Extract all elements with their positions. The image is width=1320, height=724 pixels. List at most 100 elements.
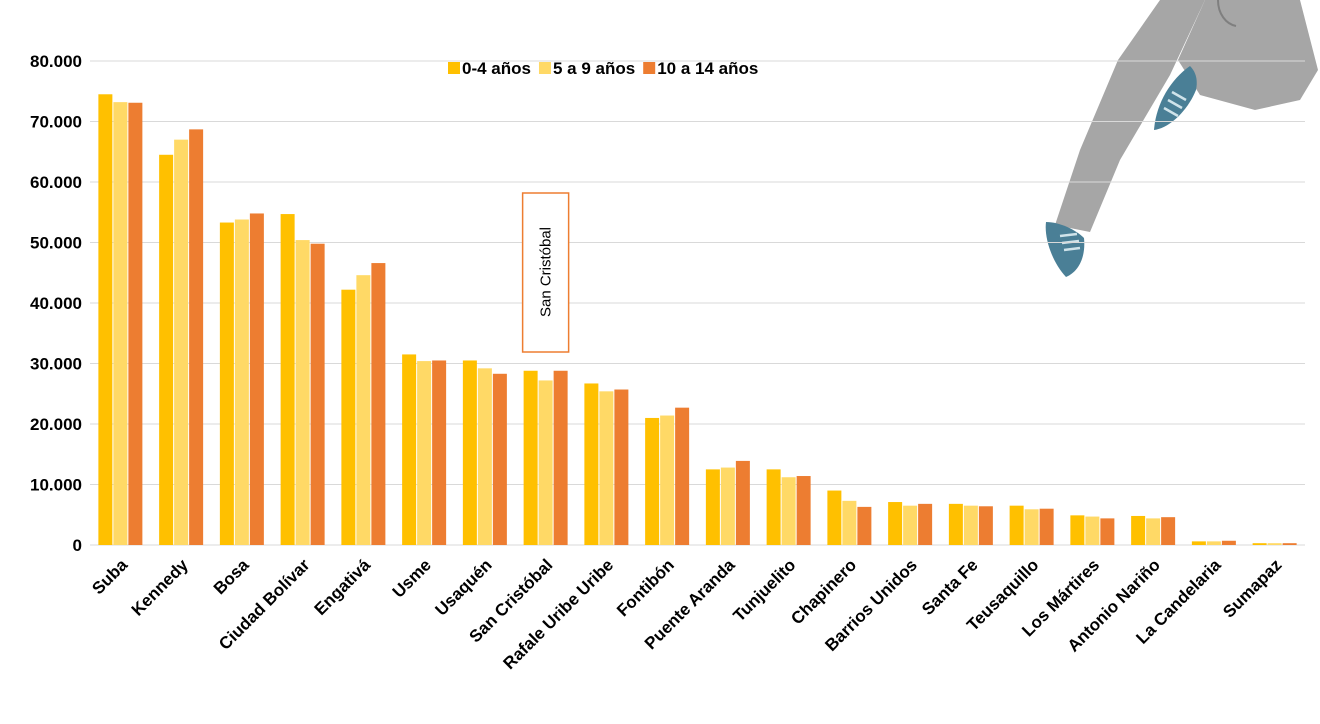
bar — [1085, 516, 1100, 545]
bar — [948, 503, 963, 545]
bar — [128, 102, 143, 546]
leg-front — [1178, 0, 1318, 110]
y-tick-label: 10.000 — [30, 476, 82, 495]
bar — [219, 222, 234, 545]
bar — [963, 505, 978, 545]
bar — [675, 407, 690, 545]
bar — [614, 389, 629, 545]
y-tick-label: 30.000 — [30, 355, 82, 374]
bar — [1161, 517, 1176, 545]
legend-label: 5 a 9 años — [553, 59, 635, 78]
bar — [280, 214, 295, 545]
x-tick-label: Fontibón — [613, 555, 678, 620]
bar — [857, 506, 872, 545]
x-tick-label: Usaquén — [432, 555, 496, 619]
leg-back — [1055, 0, 1205, 232]
bar — [98, 94, 113, 546]
legend-label: 0-4 años — [462, 59, 531, 78]
bar — [295, 240, 310, 545]
y-tick-label: 70.000 — [30, 113, 82, 132]
pants-seam — [1217, 0, 1237, 27]
bar — [159, 154, 174, 545]
bar — [1131, 515, 1146, 545]
bar — [1146, 518, 1161, 545]
x-tick-label: Rafale Uribe Uribe — [500, 555, 618, 673]
y-tick-label: 50.000 — [30, 234, 82, 253]
bar — [705, 469, 720, 545]
bar — [781, 477, 796, 545]
bar — [796, 476, 811, 545]
bar — [1070, 515, 1085, 545]
bar — [1191, 541, 1206, 545]
shoe-laces-right — [1163, 90, 1187, 118]
bar — [720, 467, 735, 545]
bar — [842, 500, 857, 545]
bar — [462, 360, 477, 545]
x-tick-label: Bosa — [210, 555, 253, 598]
bar — [584, 383, 599, 545]
x-tick-label: Engativá — [311, 555, 375, 619]
x-tick-label: Suba — [88, 555, 131, 598]
bar — [234, 219, 249, 545]
bar — [174, 139, 189, 545]
bar — [341, 289, 356, 545]
bar — [538, 380, 553, 545]
bar — [432, 360, 447, 545]
bar — [978, 506, 993, 545]
bar — [249, 213, 264, 545]
bar — [402, 354, 417, 545]
y-tick-label: 40.000 — [30, 294, 82, 313]
bar — [1039, 508, 1054, 545]
annotation-box — [521, 192, 570, 353]
bar — [417, 361, 432, 545]
bar — [1024, 509, 1039, 545]
bar — [645, 417, 660, 545]
bar — [660, 415, 675, 545]
legend-swatch — [643, 62, 656, 74]
bar — [1206, 541, 1221, 545]
bar — [1267, 543, 1282, 545]
bar — [1100, 518, 1115, 545]
x-tick-label: Santa Fe — [918, 555, 982, 619]
legend: 0-4 años 5 a 9 años 10 a 14 años — [448, 59, 758, 78]
bar — [523, 370, 538, 545]
y-tick-label: 20.000 — [30, 415, 82, 434]
annotation: San Cristóbal — [521, 192, 570, 353]
bar — [918, 503, 933, 545]
bar — [1252, 543, 1267, 545]
y-axis-labels: 0 10.000 20.000 30.000 40.000 50.000 60.000 70.… — [30, 52, 82, 555]
bar — [599, 391, 614, 545]
legend-swatch — [538, 62, 551, 74]
bar — [766, 469, 781, 545]
bar — [903, 505, 918, 545]
y-tick-label: 60.000 — [30, 173, 82, 192]
bar — [1009, 505, 1024, 545]
bar — [113, 102, 128, 545]
bar — [492, 373, 507, 545]
annotation-label: San Cristóbal — [538, 227, 555, 317]
bar — [371, 263, 386, 545]
bar — [553, 370, 568, 545]
bar — [1282, 543, 1297, 545]
bar — [1221, 540, 1236, 545]
bar — [310, 243, 325, 545]
legend-swatch — [448, 62, 460, 74]
bar — [735, 460, 750, 545]
y-tick-label: 80.000 — [30, 52, 82, 71]
shoe-right-icon — [1154, 66, 1197, 130]
bar — [827, 490, 842, 545]
x-tick-label: Sumapaz — [1219, 555, 1285, 621]
bar — [189, 129, 204, 546]
bar — [888, 502, 903, 545]
legend-label: 10 a 14 años — [657, 59, 758, 78]
y-tick-label: 0 — [73, 536, 82, 555]
bar — [356, 275, 371, 545]
running-person-legs-illustration — [1045, 0, 1318, 277]
bar — [477, 368, 492, 545]
x-tick-label: Kennedy — [128, 555, 193, 620]
bars — [98, 94, 1297, 546]
x-tick-label: Usme — [389, 555, 435, 601]
